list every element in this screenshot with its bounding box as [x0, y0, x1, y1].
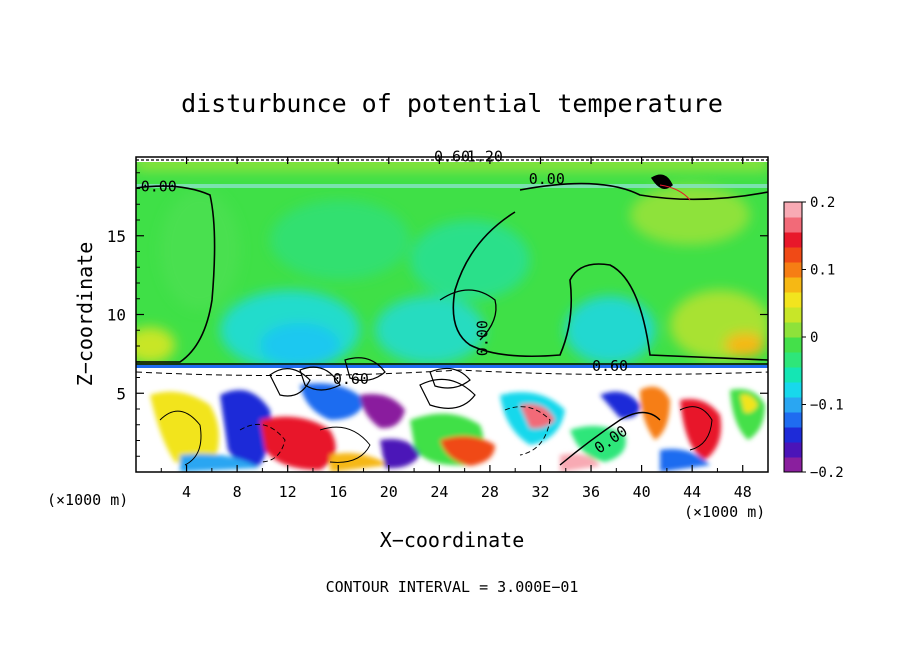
contour-label: 0.00	[529, 170, 565, 188]
lower-field-anomalies	[150, 383, 765, 472]
colorbar-segment	[784, 412, 802, 428]
x-tick-label: 44	[683, 483, 701, 501]
colorbar-segment	[784, 247, 802, 263]
y-tick-label: 5	[116, 384, 126, 403]
x-tick-label: 16	[329, 483, 347, 501]
colorbar-segment	[784, 427, 802, 443]
contour-label: 0.60	[592, 357, 628, 375]
colorbar-segment	[784, 217, 802, 233]
x-tick-label: 4	[182, 483, 191, 501]
contour-lines	[136, 159, 768, 466]
y-axis-label: Z−coordinate	[73, 242, 97, 387]
colorbar-tick-label: −0.1	[810, 398, 844, 414]
colorbar-segment	[784, 292, 802, 308]
colorbar-tick-label: 0.1	[810, 263, 835, 279]
colorbar-tick-label: 0.2	[810, 195, 835, 211]
colorbar-segment	[784, 277, 802, 293]
y-tick-label: 15	[107, 227, 126, 246]
heatmap-field	[136, 157, 768, 472]
contour-label: 0.00	[141, 178, 177, 196]
x-tick-label: 24	[430, 483, 448, 501]
colorbar-segment	[784, 337, 802, 353]
x-tick-label: 28	[481, 483, 499, 501]
x-tick-label: 48	[734, 483, 752, 501]
tropopause-band	[136, 365, 768, 368]
contour-label: 0.60	[333, 370, 369, 388]
contour-interval-note: CONTOUR INTERVAL = 3.000E−01	[326, 578, 579, 596]
y-tick-label: 10	[107, 306, 126, 325]
x-tick-label: 36	[582, 483, 600, 501]
x-axis-ticks: 4 8 12 16 20 24 28 32 36 40 44 48	[160, 157, 752, 501]
x-tick-label: 32	[531, 483, 549, 501]
colorbar: 0.2 0.1 0 −0.1 −0.2	[783, 195, 844, 481]
colorbar-segment	[784, 232, 802, 248]
x-tick-label: 8	[233, 483, 242, 501]
x-axis-label: X−coordinate	[380, 528, 525, 552]
colorbar-segment	[784, 202, 802, 218]
y-axis-ticks: 5 10 15	[107, 172, 768, 457]
x-tick-label: 12	[279, 483, 297, 501]
x-tick-label: 40	[633, 483, 651, 501]
colorbar-segment	[784, 382, 802, 398]
colorbar-segment	[784, 397, 802, 413]
colorbar-segment	[784, 442, 802, 458]
x-unit-label-right: (×1000 m)	[684, 503, 765, 521]
colorbar-tick-label: 0	[810, 330, 818, 346]
colorbar-segment	[784, 262, 802, 278]
contour-label: 0.00	[473, 320, 491, 356]
x-tick-label: 20	[380, 483, 398, 501]
colorbar-segment	[784, 322, 802, 338]
x-unit-label-left: (×1000 m)	[47, 491, 128, 509]
colorbar-segment	[784, 367, 802, 383]
colorbar-segment	[784, 457, 802, 473]
colorbar-segment	[784, 352, 802, 368]
chart-title: disturbunce of potential temperature	[181, 89, 723, 118]
colorbar-segment	[784, 307, 802, 323]
colorbar-tick-label: −0.2	[810, 465, 844, 481]
